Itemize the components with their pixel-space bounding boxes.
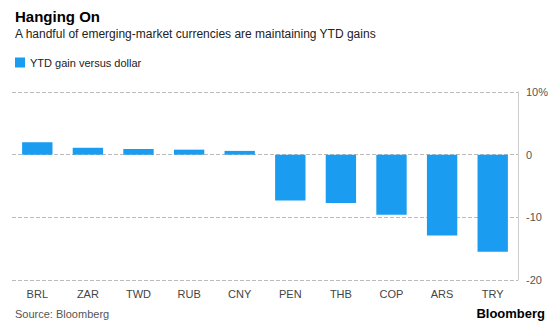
svg-text:COP: COP <box>380 288 404 300</box>
svg-text:Source: Bloomberg: Source: Bloomberg <box>15 308 109 320</box>
svg-text:Hanging On: Hanging On <box>15 8 100 25</box>
svg-text:ZAR: ZAR <box>77 288 99 300</box>
svg-text:-10: -10 <box>526 211 542 223</box>
svg-text:TRY: TRY <box>482 288 504 300</box>
svg-text:RUB: RUB <box>177 288 200 300</box>
svg-text:ARS: ARS <box>431 288 454 300</box>
svg-text:TWD: TWD <box>126 288 151 300</box>
svg-text:CNY: CNY <box>228 288 252 300</box>
svg-text:Bloomberg: Bloomberg <box>476 306 545 321</box>
svg-text:YTD gain versus dollar: YTD gain versus dollar <box>30 57 142 69</box>
svg-text:-20: -20 <box>526 274 542 286</box>
svg-text:0: 0 <box>526 149 532 161</box>
svg-text:10%: 10% <box>526 86 548 98</box>
svg-text:BRL: BRL <box>27 288 48 300</box>
svg-text:THB: THB <box>330 288 352 300</box>
svg-text:PEN: PEN <box>279 288 302 300</box>
svg-text:A handful of emerging-market c: A handful of emerging-market currencies … <box>15 27 376 41</box>
